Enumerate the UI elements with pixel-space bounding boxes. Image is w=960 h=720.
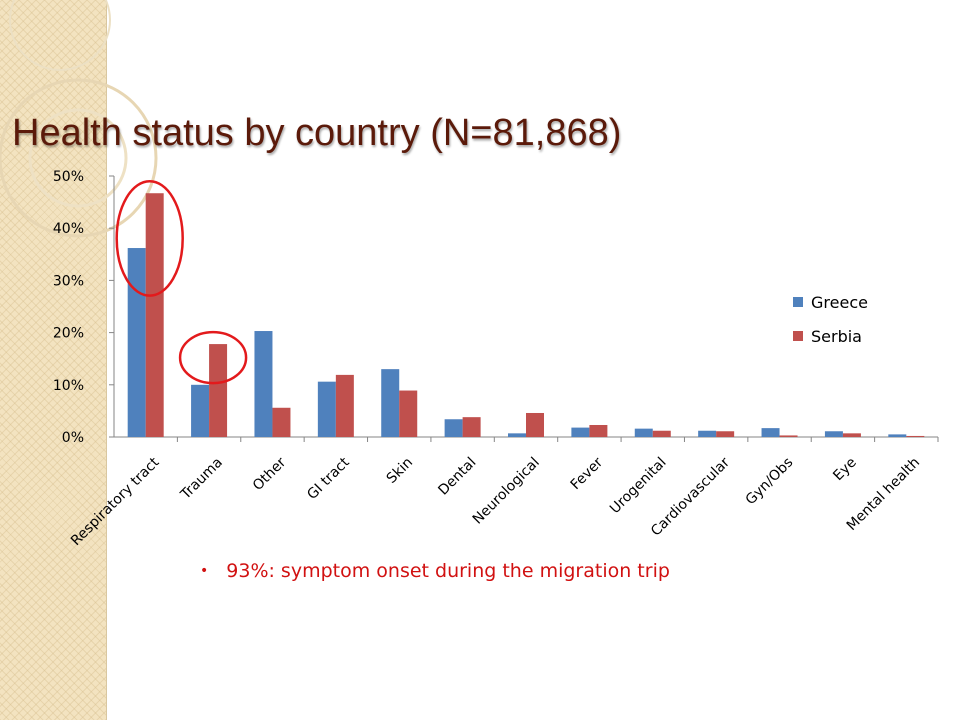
x-tick-label: Eye: [830, 455, 860, 485]
x-tick-label: Urogenital: [607, 455, 670, 518]
bar-serbia: [209, 344, 228, 437]
bar-greece: [761, 428, 780, 437]
bullet-text: 93%: symptom onset during the migration …: [226, 560, 670, 582]
bar-greece: [508, 433, 526, 437]
x-tick-label: Fever: [568, 454, 607, 493]
legend-label-greece: Greece: [811, 293, 868, 312]
bar-greece: [191, 384, 210, 437]
bar-greece: [824, 431, 843, 437]
x-tick-label: Respiratory tract: [68, 454, 163, 549]
x-tick-label: Neurological: [470, 455, 543, 528]
legend-label-serbia: Serbia: [811, 327, 862, 346]
bar-greece: [254, 331, 273, 437]
y-tick-label: 20%: [53, 326, 84, 342]
bar-serbia: [589, 424, 608, 437]
bar-greece: [634, 428, 653, 437]
x-tick-label: GI tract: [304, 454, 353, 503]
legend-swatch-greece: [793, 297, 803, 307]
bar-greece: [317, 381, 336, 437]
bar-serbia: [526, 412, 544, 437]
y-tick-label: 50%: [53, 169, 84, 185]
bar-serbia: [652, 430, 671, 437]
bar-greece: [571, 427, 590, 437]
legend-swatch-serbia: [793, 331, 803, 341]
bullet-dot: •: [200, 563, 209, 579]
bar-serbia: [145, 193, 164, 437]
woven-texture: [0, 0, 106, 720]
bar-serbia: [779, 435, 798, 437]
highlight-circle: [178, 330, 248, 385]
bar-greece: [888, 434, 907, 437]
bar-greece: [381, 369, 400, 437]
bar-greece: [698, 430, 717, 437]
bar-serbia: [842, 433, 861, 437]
y-tick-label: 30%: [53, 273, 84, 289]
bar-greece: [127, 248, 146, 437]
bar-serbia: [335, 374, 354, 437]
y-tick-label: 0%: [62, 430, 84, 446]
decorative-swirl: [0, 0, 158, 238]
bullet-point: • 93%: symptom onset during the migration…: [200, 560, 670, 582]
highlight-circle: [115, 179, 184, 297]
y-tick-label: 10%: [53, 378, 84, 394]
y-tick-label: 40%: [53, 221, 84, 237]
x-tick-label: Other: [250, 454, 290, 494]
x-tick-label: Skin: [384, 455, 416, 487]
bar-serbia: [716, 431, 735, 437]
bar-serbia: [399, 390, 418, 437]
bar-serbia: [906, 435, 925, 437]
bar-serbia: [272, 407, 291, 437]
bar-serbia: [462, 417, 481, 437]
decorative-side-band: [0, 0, 107, 720]
x-tick-label: Dental: [435, 455, 479, 499]
x-tick-label: Gyn/Obs: [743, 455, 797, 509]
slide-title: Health status by country (N=81,868): [12, 112, 622, 154]
bar-greece: [444, 419, 463, 437]
x-tick-label: Trauma: [177, 455, 226, 504]
